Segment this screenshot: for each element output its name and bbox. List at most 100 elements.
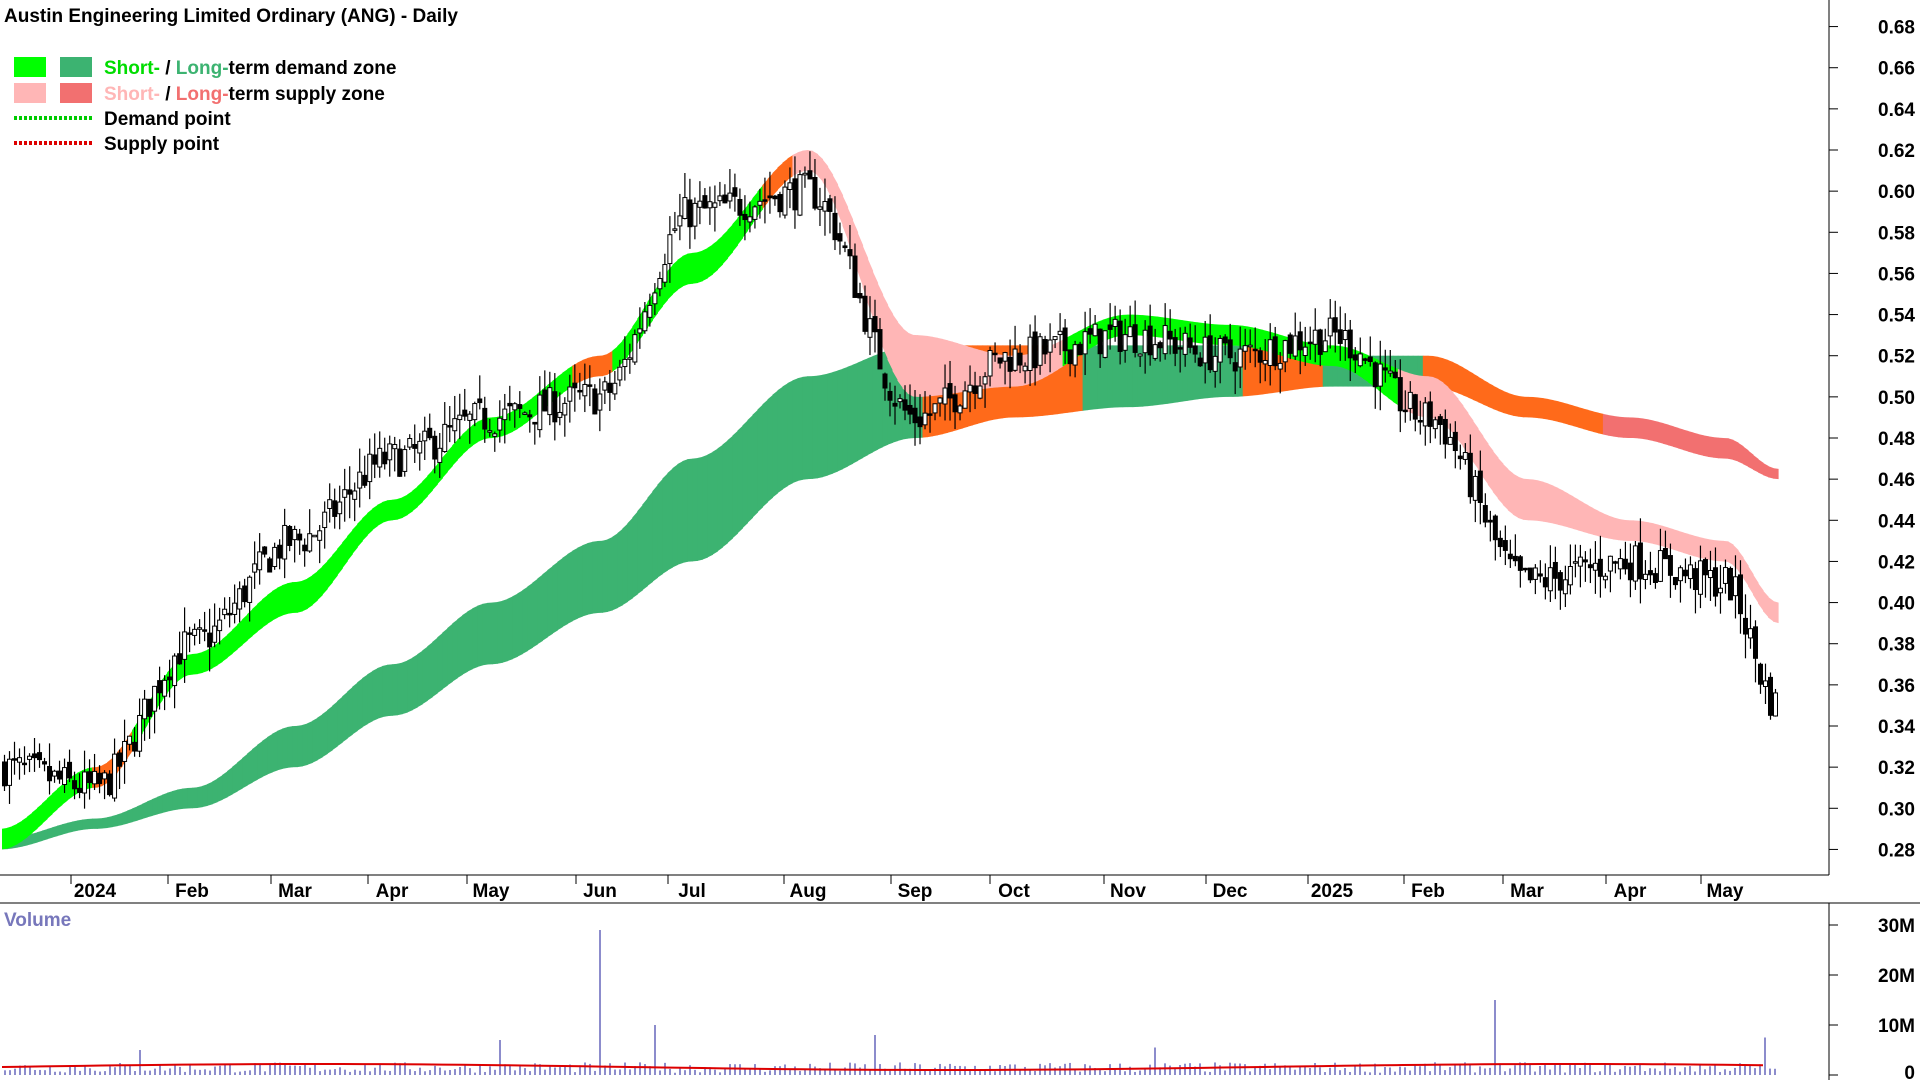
candle-body [1082, 331, 1088, 355]
candle-body [1437, 416, 1443, 425]
candle-body [872, 316, 878, 333]
long-term-zone-segment [657, 478, 663, 578]
candle-body [247, 576, 253, 603]
long-term-zone-segment [1182, 345, 1189, 402]
legend-swatch-long-supply [60, 83, 92, 103]
candle-body [282, 524, 288, 560]
short-term-zone-segment [907, 332, 914, 397]
candle-body [492, 433, 498, 437]
candle-body [117, 752, 123, 767]
candle-body [162, 679, 168, 697]
candle-body [1622, 558, 1628, 570]
price-tick-label: 0.32 [1878, 758, 1915, 779]
short-term-zone-segment [457, 434, 463, 461]
candle-body [502, 408, 508, 421]
short-term-zone-segment [212, 643, 218, 669]
candle-body [442, 423, 448, 453]
short-term-zone-segment [332, 548, 338, 583]
candle-body [742, 213, 748, 221]
short-term-zone-segment [797, 150, 804, 174]
long-term-zone-segment [282, 727, 288, 769]
short-term-zone-segment [1362, 352, 1369, 383]
volume-tick-label: 30M [1878, 916, 1915, 937]
short-term-zone-segment [1212, 324, 1219, 346]
long-term-zone-segment [1617, 416, 1624, 438]
candle-body [1072, 344, 1078, 366]
candle-body [792, 178, 798, 211]
candle-body [1577, 556, 1583, 567]
long-term-zone-segment [567, 550, 573, 624]
short-term-zone-segment [272, 587, 278, 621]
long-term-zone-segment [1637, 417, 1644, 440]
short-term-zone-segment [57, 784, 63, 810]
short-term-zone-segment [777, 162, 784, 190]
candle-body [1167, 330, 1173, 340]
short-term-zone-segment [927, 336, 934, 397]
short-term-zone-segment [262, 594, 268, 628]
candle-body [702, 195, 708, 209]
long-term-zone-segment [667, 468, 673, 571]
long-term-zone-segment [357, 678, 363, 731]
long-term-zone-segment [87, 818, 93, 830]
candle-body [1492, 515, 1498, 541]
long-term-zone-segment [832, 370, 839, 474]
candle-body [202, 629, 208, 632]
long-term-zone-segment [62, 822, 68, 835]
price-tick-label: 0.34 [1878, 717, 1915, 738]
long-term-zone-segment [1242, 345, 1249, 397]
legend-swatch-long-demand [60, 57, 92, 77]
long-term-zone-segment [1567, 404, 1574, 427]
legend-demand-zone: Short- / Long-term demand zone [104, 58, 396, 79]
candle-body [302, 544, 308, 552]
long-term-zone-segment [757, 404, 764, 513]
short-term-zone-segment [317, 566, 323, 601]
short-term-zone-segment [922, 335, 929, 397]
candle-body [1217, 337, 1223, 363]
candle-body [407, 438, 413, 448]
candle-body [897, 398, 903, 403]
long-term-zone-segment [367, 670, 373, 725]
candle-body [387, 443, 393, 461]
candle-body [297, 533, 303, 541]
long-term-zone-segment [1122, 345, 1129, 408]
long-term-zone-segment [1512, 394, 1519, 417]
long-term-zone-segment [397, 662, 403, 716]
short-term-zone-segment [1472, 420, 1479, 470]
long-term-zone-segment [752, 409, 759, 518]
short-term-zone-segment [822, 159, 829, 191]
long-term-zone-segment [747, 414, 754, 524]
long-term-zone-segment [662, 473, 668, 574]
short-term-zone-segment [682, 253, 688, 287]
price-tick-label: 0.50 [1878, 388, 1915, 409]
candle-body [1252, 348, 1258, 352]
short-term-zone-segment [42, 798, 48, 824]
long-term-zone-segment [1492, 385, 1499, 411]
candle-body [802, 172, 808, 176]
candle-body [7, 758, 13, 786]
short-term-zone-segment [1577, 499, 1584, 532]
candle-body [1092, 323, 1098, 337]
candle-body [587, 384, 593, 387]
long-term-zone-segment [1742, 446, 1749, 467]
candle-body [677, 215, 683, 227]
long-term-zone-segment [1752, 454, 1759, 473]
candle-body [942, 387, 948, 405]
candle-body [1337, 329, 1343, 344]
short-term-zone-segment [692, 252, 698, 284]
candle-body [207, 632, 213, 648]
short-term-zone-segment [377, 502, 383, 527]
short-term-zone-segment [392, 499, 398, 521]
legend-demand-short: Short- [104, 58, 160, 79]
volume-bars [4, 930, 1776, 1075]
price-tick-label: 0.44 [1878, 511, 1915, 532]
candle-body [1532, 567, 1538, 580]
long-term-zone-segment [1757, 458, 1764, 476]
long-term-zone-segment [392, 663, 398, 716]
short-term-zone-segment [1727, 541, 1734, 566]
long-term-zone-segment [1642, 418, 1649, 440]
candle-body [1647, 570, 1653, 576]
candle-body [907, 404, 913, 415]
candle-body [82, 771, 88, 794]
candle-body [317, 530, 323, 541]
short-term-zone-segment [1502, 463, 1509, 511]
